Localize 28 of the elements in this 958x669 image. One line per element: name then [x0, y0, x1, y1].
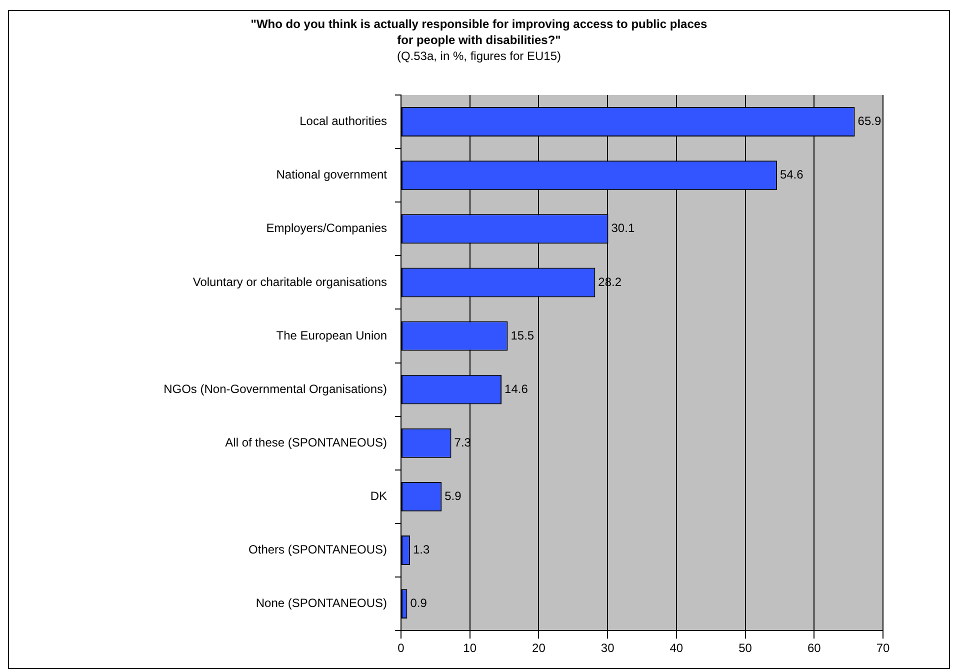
data-label: 1.3	[412, 542, 430, 557]
y-tick-label: All of these (SPONTANEOUS)	[225, 435, 387, 450]
chart-subtitle: (Q.53a, in %, figures for EU15)	[396, 48, 562, 64]
y-tick-label: The European Union	[276, 328, 387, 342]
data-label: 54.6	[780, 168, 804, 182]
x-tick-label: 60	[807, 641, 822, 656]
y-tick-label: National government	[276, 168, 388, 182]
x-tick-label: 50	[738, 641, 752, 656]
x-tick-label: 0	[398, 641, 405, 656]
y-tick-label: DK	[370, 489, 387, 504]
data-label: 14.6	[504, 382, 528, 396]
x-tick-label: 30	[600, 641, 615, 656]
x-tick-label: 20	[532, 641, 546, 656]
data-label: 30.1	[611, 221, 635, 236]
y-tick-label: NGOs (Non-Governmental Organisations)	[164, 382, 387, 396]
x-tick-label: 10	[463, 641, 477, 656]
chart-title: "Who do you think is actually responsible for improving access to public places for people with disabilities?"	[250, 16, 708, 48]
data-label: 5.9	[444, 489, 462, 504]
data-label: 65.9	[858, 114, 882, 128]
y-tick-label: Voluntary or charitable organisations	[192, 274, 387, 289]
x-tick-label: 40	[670, 641, 684, 656]
x-tick-label: 70	[876, 641, 890, 656]
data-label: 15.5	[510, 328, 534, 342]
data-label: 0.9	[410, 596, 428, 610]
y-tick-label: None (SPONTANEOUS)	[256, 596, 387, 610]
y-tick-label: Employers/Companies	[266, 221, 387, 236]
y-tick-label: Others (SPONTANEOUS)	[248, 542, 387, 557]
y-tick-label: Local authorities	[300, 114, 387, 128]
